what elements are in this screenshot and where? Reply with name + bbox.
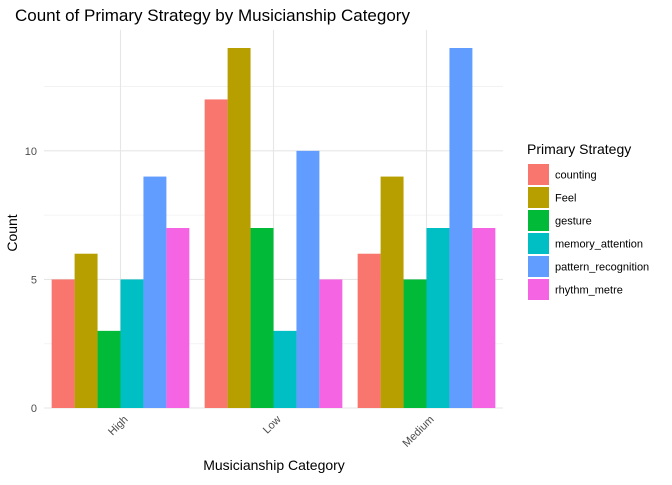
x-axis-label: Musicianship Category <box>203 457 345 473</box>
bar <box>296 150 320 408</box>
bar <box>449 48 473 408</box>
bar <box>204 99 228 408</box>
bar <box>166 228 190 408</box>
bar <box>380 176 404 408</box>
bar <box>97 330 121 408</box>
bar <box>250 228 274 408</box>
bar <box>51 279 75 408</box>
bar <box>143 176 167 408</box>
bar <box>273 330 297 408</box>
legend-key <box>528 256 549 277</box>
legend-key <box>528 164 549 185</box>
legend-label: Feel <box>555 193 576 205</box>
legend-key <box>528 187 549 208</box>
legend-label: rhythm_metre <box>555 285 623 297</box>
legend-items: counting Feel gesture memory_attentionpatte… <box>528 164 649 300</box>
y-axis-label: Count <box>4 214 20 251</box>
legend-label: memory_attention <box>555 239 643 251</box>
legend: Primary Strategy counting Feel gesture memo… <box>527 141 649 300</box>
bar <box>357 253 381 408</box>
y-axis-ticks: 0 5 10 <box>25 146 37 415</box>
bar <box>227 48 251 408</box>
legend-label: counting <box>555 170 597 182</box>
bars <box>51 48 496 408</box>
y-tick-label: 0 <box>31 403 37 415</box>
legend-title: Primary Strategy <box>527 141 631 157</box>
chart-title: Count of Primary Strategy by Musicianshi… <box>15 6 410 25</box>
bar <box>403 279 427 408</box>
bar <box>120 279 144 408</box>
legend-key <box>528 279 549 300</box>
legend-label: gesture <box>555 216 592 228</box>
bar <box>472 228 496 408</box>
bar <box>426 228 450 408</box>
y-tick-label: 10 <box>25 146 37 158</box>
legend-label: pattern_recognition <box>555 262 649 274</box>
bar <box>74 253 98 408</box>
y-tick-label: 5 <box>31 274 37 286</box>
bar <box>319 279 343 408</box>
legend-key <box>528 233 549 254</box>
legend-key <box>528 210 549 231</box>
